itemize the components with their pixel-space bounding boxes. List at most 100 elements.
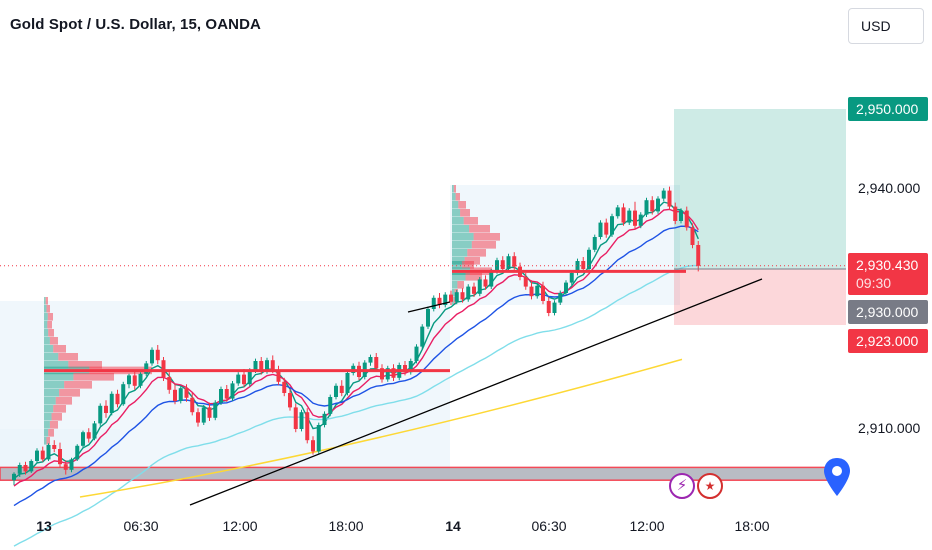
candle-up: [138, 373, 143, 386]
candle-down: [288, 393, 292, 408]
candle-up: [587, 249, 591, 269]
ema-long-line: [13, 264, 699, 547]
candle-down: [460, 292, 465, 300]
candle-down: [270, 360, 275, 370]
candle-up: [477, 279, 482, 294]
time-axis-label: 13: [36, 518, 52, 534]
volume-profile-bar: [48, 329, 54, 337]
candle-up: [98, 405, 103, 424]
volume-profile-bar: [452, 257, 465, 265]
volume-profile-bar: [44, 297, 46, 305]
candle-down: [339, 385, 344, 393]
candle-up: [35, 450, 39, 461]
volume-profile-bar: [58, 353, 78, 361]
candle-down: [259, 361, 264, 372]
candle-up: [127, 375, 131, 385]
take-profit-zone: [674, 109, 846, 269]
candle-down: [633, 210, 637, 226]
candle-up: [368, 357, 373, 363]
candle-down: [161, 360, 166, 377]
candle-down: [196, 412, 200, 423]
bar-countdown: 09:30: [856, 275, 892, 291]
candle-up: [92, 423, 97, 439]
volume-profile-bar: [463, 217, 478, 225]
volume-profile-bar: [452, 217, 464, 225]
location-pin-icon[interactable]: [822, 456, 852, 500]
candle-up: [178, 388, 183, 401]
candle-up: [426, 309, 430, 327]
candle-up: [69, 459, 74, 470]
volume-profile-bar: [464, 257, 480, 265]
candle-down: [581, 261, 586, 269]
volume-profile-bar: [458, 201, 466, 209]
time-axis-label: 14: [445, 518, 461, 534]
stop-loss-zone: [674, 269, 846, 325]
currency-button[interactable]: USD: [848, 8, 924, 44]
volume-profile-bar: [469, 225, 490, 233]
candle-up: [109, 393, 114, 413]
volume-profile-bar: [64, 381, 92, 389]
volume-profile-bar: [452, 185, 454, 193]
candle-down: [224, 389, 229, 399]
candle-down: [167, 377, 172, 390]
volume-profile-bar: [465, 273, 482, 281]
volume-profile-bar: [452, 241, 472, 249]
chart-title: Gold Spot / U.S. Dollar, 15, OANDA: [10, 16, 261, 33]
volume-profile-bar: [44, 429, 49, 437]
candle-up: [558, 293, 563, 303]
candle-up: [638, 214, 643, 226]
ema-mid-line: [13, 208, 699, 487]
volume-profile-bar: [44, 321, 48, 329]
volume-profile-bar: [471, 241, 496, 249]
candle-down: [650, 200, 655, 212]
ema-lines-layer: [13, 201, 699, 547]
candle-up: [219, 389, 223, 403]
volume-profile-bar: [68, 361, 102, 369]
volume-profile-bar: [452, 261, 462, 269]
volume-profile-bar: [44, 361, 69, 369]
candle-up: [29, 461, 34, 472]
candle-up: [253, 361, 258, 371]
candle-down: [437, 297, 442, 305]
candle-down: [449, 294, 453, 302]
candle-up: [247, 370, 252, 385]
volume-profile-bar: [44, 397, 56, 405]
candle-down: [190, 397, 195, 413]
volume-profile-bar: [44, 405, 54, 413]
candle-down: [380, 368, 384, 380]
volume-profile-bar: [44, 337, 50, 345]
volume-profile-bar: [49, 337, 58, 345]
volume-profile-bar: [55, 397, 72, 405]
trendline: [407, 301, 451, 313]
ema-200-line: [79, 358, 683, 498]
candle-down: [529, 286, 534, 297]
candle-up: [236, 374, 241, 384]
drawings-layer: [0, 265, 846, 506]
candle-up: [334, 385, 338, 397]
candle-down: [523, 277, 528, 287]
candle-down: [276, 369, 281, 382]
volume-profile-bar: [44, 329, 49, 337]
lightning-icon[interactable]: ⚡: [669, 473, 695, 499]
candle-down: [305, 412, 310, 441]
candle-up: [265, 360, 269, 372]
candle-up: [150, 349, 154, 364]
time-axis-label: 18:00: [734, 518, 770, 534]
volume-profile-bar: [44, 381, 65, 389]
candle-down: [541, 285, 545, 301]
volume-profile-bar: [473, 233, 500, 241]
volume-profile-bar: [44, 373, 74, 381]
candle-down: [472, 286, 476, 294]
time-axis-label: 18:00: [328, 518, 364, 534]
time-axis-label: 12:00: [222, 518, 258, 534]
volume-profile-bar: [461, 261, 474, 269]
volume-profile-bar: [46, 305, 50, 313]
candle-down: [604, 222, 609, 235]
candle-up: [575, 261, 580, 273]
candle-down: [311, 440, 315, 452]
volume-profile-bar: [452, 249, 468, 257]
volume-profile-bar: [53, 405, 66, 413]
candle-down: [500, 260, 505, 269]
us-flag-icon[interactable]: ★: [697, 473, 723, 499]
